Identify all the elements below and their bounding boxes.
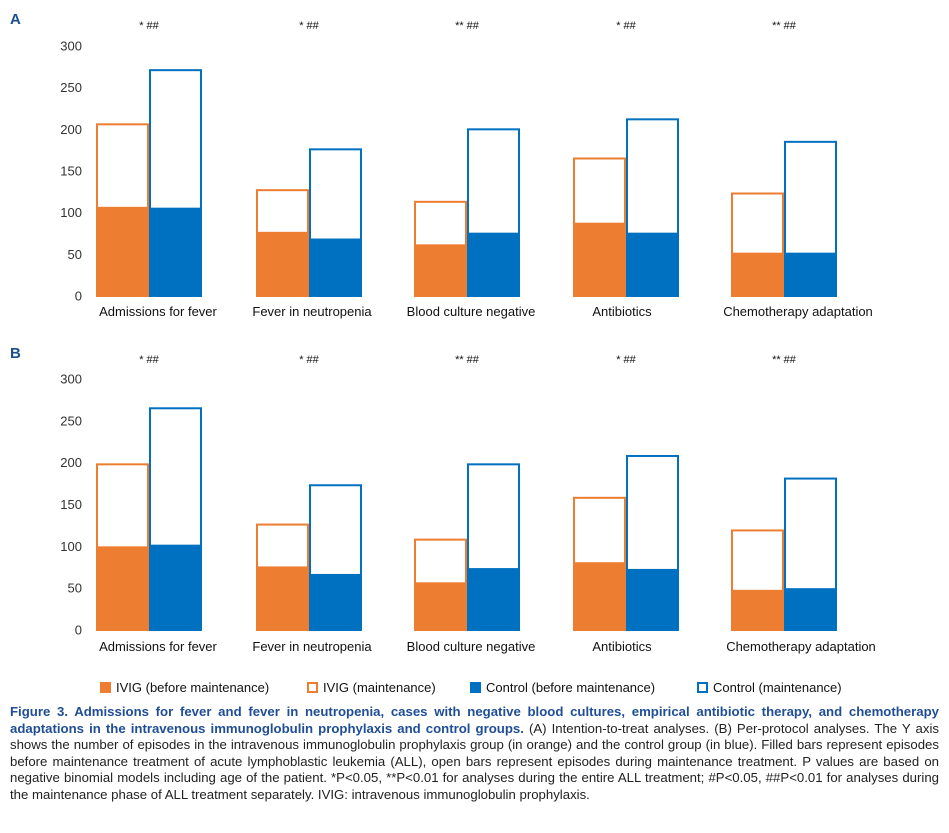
bar-control-before-maintenance [149,207,202,296]
bar-ivig-before-maintenance [731,252,784,296]
y-tick-label: 300 [60,39,82,54]
bar-ivig-before-maintenance [414,244,467,296]
legend-item-ivig-before: IVIG (before maintenance) [100,680,269,695]
bar-control-before-maintenance [309,238,362,296]
significance-label: ** ## [772,354,797,366]
bar-control-before-maintenance [467,568,520,630]
significance-label: * ## [299,354,319,366]
legend-label: IVIG (maintenance) [323,680,436,695]
significance-label: * ## [616,20,636,32]
caption-title: Figure 3. Admissions for fever and fever… [10,704,939,736]
bar-ivig-before-maintenance [573,222,626,296]
legend-item-control-before: Control (before maintenance) [470,680,655,695]
y-tick-label: 0 [75,623,82,638]
significance-label: ** ## [455,354,480,366]
bar-control-before-maintenance [626,232,679,296]
bar-ivig-before-maintenance [256,566,309,630]
legend-swatch-ivig-open [307,682,318,693]
legend-swatch-control-filled [470,682,481,693]
y-tick-label: 100 [60,539,82,554]
bar-ivig-before-maintenance [256,231,309,296]
category-label: Admissions for fever [99,304,217,319]
bar-ivig-before-maintenance [96,546,149,630]
category-label: Admissions for fever [99,639,217,654]
category-label: Antibiotics [592,639,652,654]
bar-control-before-maintenance [626,568,679,630]
significance-label: ** ## [455,20,480,32]
y-tick-label: 250 [60,80,82,95]
category-label: Blood culture negative [407,639,536,654]
significance-label: * ## [139,20,159,32]
y-tick-label: 50 [68,247,82,262]
legend-label: IVIG (before maintenance) [116,680,270,695]
legend-item-control-maintenance: Control (maintenance) [697,680,842,695]
significance-label: * ## [616,354,636,366]
legend-label: Control (before maintenance) [486,680,656,695]
bar-control-before-maintenance [784,588,837,630]
legend-swatch-ivig-filled [100,682,111,693]
y-tick-label: 150 [60,497,82,512]
category-label: Fever in neutropenia [252,304,372,319]
legend: IVIG (before maintenance) IVIG (maintena… [0,672,949,702]
legend-swatch-control-open [697,682,708,693]
caption-text: (A) Intention-to-treat analyses. (B) Per… [10,720,939,802]
legend-item-ivig-maintenance: IVIG (maintenance) [307,680,436,695]
category-label: Antibiotics [592,304,652,319]
figure-charts: A 0 50 100 150 200 250 300 Admissions for fever *… [10,11,876,654]
bar-ivig-before-maintenance [573,562,626,630]
panel-letter: B [10,345,21,362]
category-label: Fever in neutropenia [252,639,372,654]
bar-control-before-maintenance [309,573,362,630]
y-tick-label: 0 [75,289,82,304]
legend-label: Control (maintenance) [713,680,842,695]
category-label: Chemotherapy adaptation [723,304,873,319]
bar-control-before-maintenance [784,252,837,296]
y-tick-label: 250 [60,413,82,428]
panel-letter: A [10,11,21,28]
bar-ivig-before-maintenance [96,206,149,296]
significance-label: ** ## [772,20,797,32]
figure-caption: Figure 3. Admissions for fever and fever… [10,704,939,804]
y-tick-label: 100 [60,205,82,220]
significance-label: * ## [139,354,159,366]
bar-control-before-maintenance [467,232,520,296]
significance-label: * ## [299,20,319,32]
bar-ivig-before-maintenance [731,589,784,630]
bar-control-before-maintenance [149,544,202,630]
category-label: Blood culture negative [407,304,536,319]
bar-ivig-before-maintenance [414,582,467,630]
y-tick-label: 200 [60,122,82,137]
category-label: Chemotherapy adaptation [726,639,876,654]
y-tick-label: 200 [60,455,82,470]
y-tick-label: 50 [68,581,82,596]
y-tick-label: 300 [60,372,82,387]
y-tick-label: 150 [60,164,82,179]
